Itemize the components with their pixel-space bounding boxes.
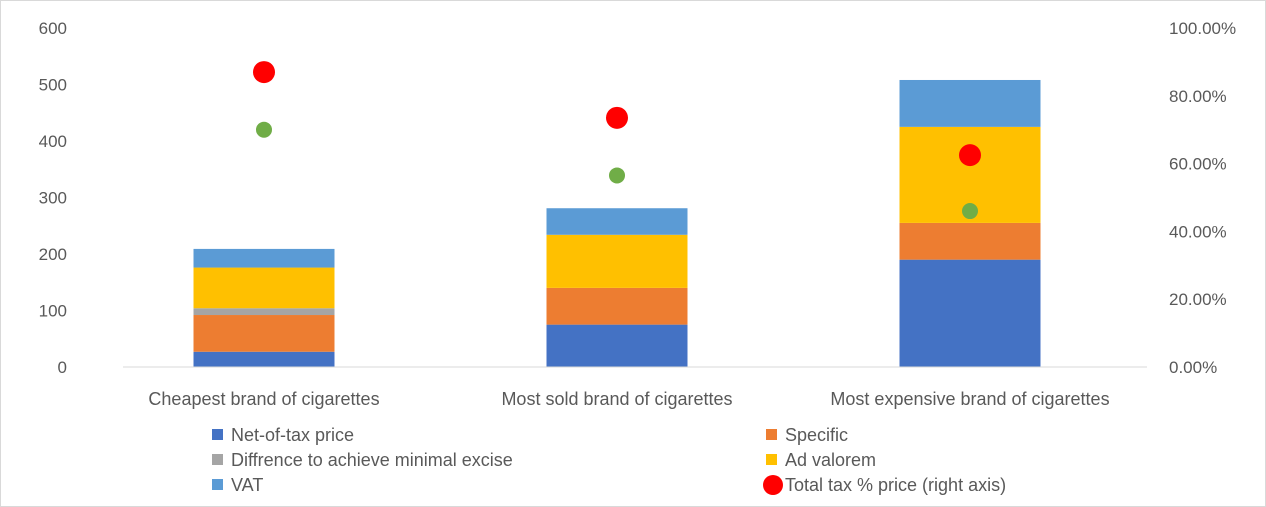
y2-tick-label: 100.00% [1169,19,1236,38]
y-tick-label: 0 [58,358,67,377]
bar-segment [193,308,335,316]
legend-swatch [212,479,223,490]
legend-swatch [766,429,777,440]
legend-marker-circle [763,475,783,495]
bar-segment [193,351,335,367]
bar-segment [546,208,688,235]
y-tick-label: 200 [39,245,67,264]
y2-tick-label: 0.00% [1169,358,1217,377]
bar-segment [193,267,335,309]
bar-segment [546,287,688,325]
bar-segment [546,324,688,367]
y2-tick-label: 40.00% [1169,222,1227,241]
y2-tick-label: 20.00% [1169,290,1227,309]
legend: Net-of-tax price Specific Diffrence to ach… [212,425,1006,495]
legend-label: Net-of-tax price [231,425,354,445]
y2-tick-label: 60.00% [1169,155,1227,174]
legend-label: Diffrence to achieve minimal excise [231,450,513,470]
left-axis: 0 100 200 300 400 500 600 [39,19,67,377]
category-label: Most sold brand of cigarettes [501,389,732,409]
bar-segment [899,222,1041,260]
points [253,61,981,220]
legend-label: Specific [785,425,848,445]
y-tick-label: 100 [39,302,67,321]
right-axis: 0.00% 20.00% 40.00% 60.00% 80.00% 100.00% [1169,19,1236,377]
legend-swatch [212,454,223,465]
green-point [256,121,272,138]
y2-tick-label: 80.00% [1169,87,1227,106]
y-tick-label: 300 [39,189,67,208]
bars [193,79,1041,367]
y-tick-label: 500 [39,76,67,95]
bar-segment [546,234,688,288]
bar-segment [193,315,335,352]
legend-label: Total tax % price (right axis) [785,475,1006,495]
legend-swatch [212,429,223,440]
legend-label: VAT [231,475,263,495]
bar-segment [899,259,1041,367]
bar-segment [193,248,335,268]
y-tick-label: 600 [39,19,67,38]
total-tax-point [253,61,275,84]
y-tick-label: 400 [39,132,67,151]
category-label: Most expensive brand of cigarettes [830,389,1109,409]
green-point [962,203,978,220]
category-labels: Cheapest brand of cigarettes Most sold br… [148,389,1109,409]
bar-segment [899,79,1041,127]
total-tax-point [959,144,981,167]
total-tax-point [606,106,628,129]
legend-label: Ad valorem [785,450,876,470]
green-point [609,167,625,184]
category-label: Cheapest brand of cigarettes [148,389,379,409]
legend-swatch [766,454,777,465]
